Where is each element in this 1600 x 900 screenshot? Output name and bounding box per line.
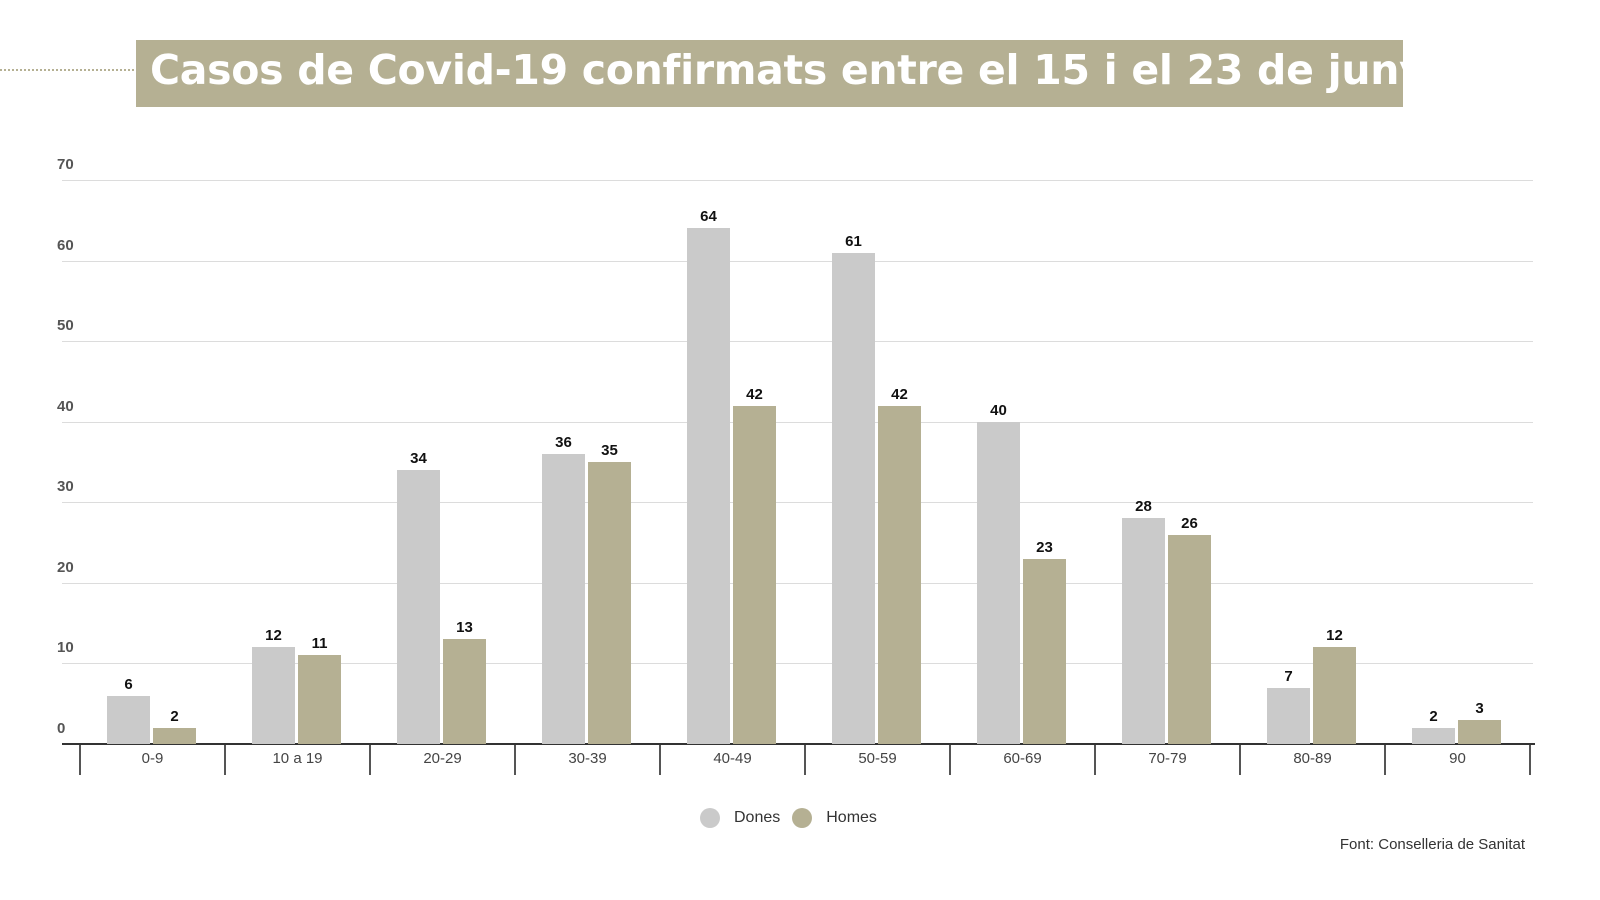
- y-tick-label: 30: [57, 478, 74, 496]
- value-label: 42: [891, 385, 908, 403]
- x-axis-tick: [369, 745, 371, 775]
- legend-swatch-dones: [700, 808, 720, 828]
- chart-title: Casos de Covid-19 confirmats entre el 15…: [150, 46, 1426, 94]
- x-axis-tick: [79, 745, 81, 775]
- source-note: Font: Conselleria de Sanitat: [1339, 836, 1525, 853]
- bar-homes: [1458, 719, 1501, 744]
- value-label: 42: [746, 385, 763, 403]
- bar-homes: [443, 639, 486, 744]
- y-tick-label: 70: [57, 156, 74, 173]
- bar-dones: [687, 228, 730, 744]
- value-label: 23: [1036, 538, 1053, 556]
- bar-homes: [153, 727, 196, 744]
- value-label: 11: [311, 635, 328, 653]
- bar-homes: [1313, 647, 1356, 744]
- x-axis-tick: [514, 745, 516, 775]
- bar-dones: [397, 470, 440, 744]
- y-tick-label: 20: [57, 558, 74, 576]
- legend-swatch-homes: [792, 808, 813, 828]
- value-label: 3: [1475, 699, 1484, 717]
- gridline: [62, 502, 1533, 504]
- x-axis-tick: [224, 745, 226, 775]
- x-tick-label: 70-79: [1148, 750, 1187, 767]
- value-label: 2: [170, 707, 179, 725]
- bar-homes: [733, 405, 776, 744]
- y-tick-label: 10: [57, 639, 74, 657]
- x-tick-label: 30-39: [568, 750, 607, 767]
- x-tick-label: 10 a 19: [272, 750, 323, 767]
- value-label: 40: [990, 401, 1007, 419]
- gridline: [62, 582, 1533, 584]
- value-label: 12: [265, 627, 282, 645]
- y-tick-label: 0: [57, 720, 66, 737]
- x-tick-label: 20-29: [423, 750, 462, 767]
- x-tick-label: 0-9: [141, 750, 164, 767]
- x-axis-tick: [1239, 745, 1241, 775]
- bar-dones: [107, 695, 150, 744]
- y-tick-label: 50: [57, 317, 74, 335]
- gridline: [62, 341, 1533, 343]
- value-label: 61: [845, 232, 862, 250]
- x-tick-label: 90: [1449, 750, 1466, 767]
- legend-item-dones: Dones: [700, 808, 780, 828]
- bar-homes: [588, 462, 631, 744]
- bar-dones: [1122, 518, 1165, 744]
- value-label: 35: [601, 442, 618, 459]
- x-axis-line: [62, 743, 1535, 745]
- gridline: [62, 663, 1533, 665]
- legend: Dones Homes: [700, 808, 889, 828]
- gridline: [62, 180, 1533, 181]
- bar-homes: [1168, 534, 1211, 744]
- x-axis-tick: [949, 745, 951, 775]
- title-banner: Casos de Covid-19 confirmats entre el 15…: [136, 40, 1426, 107]
- bar-dones: [542, 453, 585, 744]
- x-axis-tick: [1384, 745, 1386, 775]
- x-axis-tick: [804, 745, 806, 775]
- bar-dones: [252, 647, 295, 744]
- value-label: 6: [124, 675, 133, 693]
- legend-label-dones: Dones: [734, 809, 781, 826]
- title-dotted-rule: [0, 69, 134, 71]
- bar-dones: [977, 421, 1020, 744]
- x-axis-tick: [1094, 745, 1096, 775]
- value-label: 28: [1135, 498, 1152, 516]
- value-label: 7: [1284, 667, 1293, 685]
- value-label: 26: [1181, 514, 1198, 532]
- x-tick-label: 60-69: [1003, 750, 1042, 767]
- gridline: [62, 260, 1533, 262]
- value-label: 36: [555, 433, 572, 451]
- x-axis-tick: [659, 745, 661, 775]
- value-label: 13: [456, 619, 473, 637]
- value-label: 34: [410, 450, 427, 468]
- x-tick-label: 80-89: [1293, 750, 1332, 767]
- gridline: [62, 421, 1533, 423]
- value-label: 2: [1429, 707, 1438, 725]
- value-label: 12: [1326, 627, 1343, 645]
- y-tick-label: 60: [57, 236, 74, 254]
- x-axis-tick: [1529, 745, 1531, 775]
- legend-item-homes: Homes: [792, 808, 877, 828]
- x-tick-label: 50-59: [858, 750, 897, 767]
- y-tick-label: 40: [57, 397, 74, 415]
- bar-dones: [832, 252, 875, 744]
- legend-label-homes: Homes: [826, 809, 877, 826]
- bar-homes: [878, 405, 921, 744]
- x-tick-label: 40-49: [713, 750, 752, 767]
- bar-homes: [298, 655, 341, 744]
- value-label: 64: [700, 208, 717, 226]
- bar-dones: [1267, 687, 1310, 744]
- bar-dones: [1412, 727, 1455, 744]
- bar-homes: [1023, 558, 1066, 744]
